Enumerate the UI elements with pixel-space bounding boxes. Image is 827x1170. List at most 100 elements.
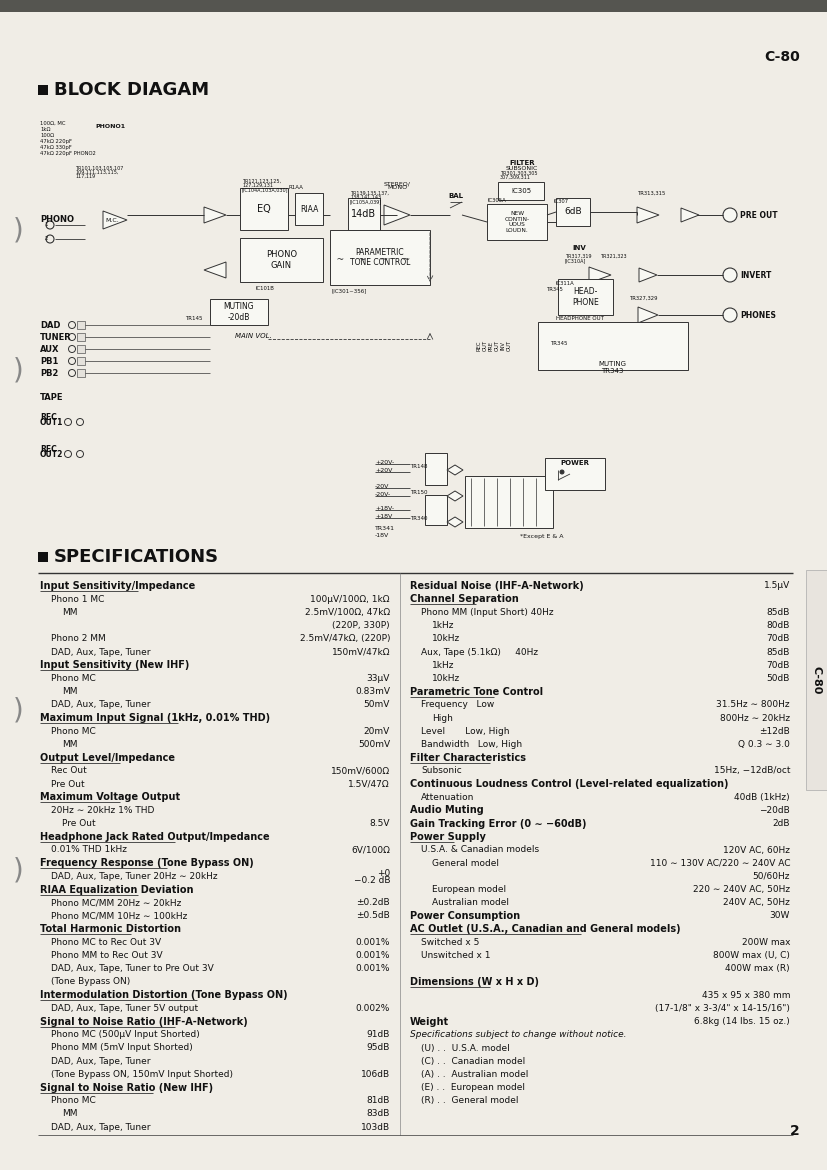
Text: 1kHz: 1kHz bbox=[432, 621, 455, 631]
Text: FILTER: FILTER bbox=[509, 160, 535, 166]
Text: 2: 2 bbox=[791, 1124, 800, 1138]
Text: 117,119: 117,119 bbox=[75, 174, 95, 179]
Text: 2.5mV/100Ω, 47kΩ: 2.5mV/100Ω, 47kΩ bbox=[305, 608, 390, 617]
Text: 1.5V/47Ω: 1.5V/47Ω bbox=[348, 779, 390, 789]
Text: Frequency   Low: Frequency Low bbox=[421, 701, 495, 709]
Text: *Except E & A: *Except E & A bbox=[520, 534, 563, 539]
Text: 2dB: 2dB bbox=[772, 819, 790, 828]
Text: NEW
CONTIN-
UOUS
LOUDN.: NEW CONTIN- UOUS LOUDN. bbox=[504, 211, 529, 233]
Text: Intermodulation Distortion (Tone Bypass ON): Intermodulation Distortion (Tone Bypass … bbox=[40, 990, 288, 1000]
Text: HEADPHONE OUT: HEADPHONE OUT bbox=[556, 316, 604, 321]
Text: (Tone Bypass ON, 150mV Input Shorted): (Tone Bypass ON, 150mV Input Shorted) bbox=[51, 1069, 233, 1079]
Text: (U) . .  U.S.A. model: (U) . . U.S.A. model bbox=[421, 1044, 509, 1053]
Text: Power Consumption: Power Consumption bbox=[410, 911, 520, 921]
Text: 2.5mV/47kΩ, (220P): 2.5mV/47kΩ, (220P) bbox=[299, 634, 390, 644]
Text: European model: European model bbox=[432, 885, 506, 894]
Bar bbox=[487, 204, 547, 240]
Text: 500mV: 500mV bbox=[358, 739, 390, 749]
Text: (R) . .  General model: (R) . . General model bbox=[421, 1096, 519, 1106]
Text: REC
OUT: REC OUT bbox=[476, 340, 487, 351]
Bar bbox=[0, 0, 827, 12]
Text: PHONO
GAIN: PHONO GAIN bbox=[266, 250, 297, 270]
Text: +0: +0 bbox=[377, 869, 390, 878]
Text: IC307: IC307 bbox=[553, 199, 568, 204]
Bar bbox=[77, 333, 85, 340]
Text: REC: REC bbox=[40, 445, 57, 454]
Circle shape bbox=[46, 221, 54, 229]
Text: U.S.A. & Canadian models: U.S.A. & Canadian models bbox=[421, 846, 539, 854]
Text: ~: ~ bbox=[359, 255, 366, 264]
Text: DAD, Aux, Tape, Tuner: DAD, Aux, Tape, Tuner bbox=[51, 647, 151, 656]
Text: 0.01% THD 1kHz: 0.01% THD 1kHz bbox=[51, 846, 127, 854]
Text: Input Sensitivity (New IHF): Input Sensitivity (New IHF) bbox=[40, 660, 189, 670]
Text: [IC105A,039]: [IC105A,039] bbox=[350, 199, 382, 204]
Text: BLOCK DIAGAM: BLOCK DIAGAM bbox=[54, 81, 209, 99]
Polygon shape bbox=[589, 267, 611, 283]
Text: TR321,323: TR321,323 bbox=[600, 254, 627, 259]
Text: OUT1: OUT1 bbox=[40, 418, 64, 427]
Circle shape bbox=[69, 322, 75, 329]
Text: 70dB: 70dB bbox=[767, 634, 790, 644]
Text: TR101,103,105,107: TR101,103,105,107 bbox=[75, 166, 123, 171]
Text: 0.002%: 0.002% bbox=[356, 1004, 390, 1013]
Text: (220P, 330P): (220P, 330P) bbox=[332, 621, 390, 631]
Text: ±0.5dB: ±0.5dB bbox=[356, 911, 390, 921]
Text: 138,141,143: 138,141,143 bbox=[350, 195, 381, 200]
Text: Phono MC (500μV Input Shorted): Phono MC (500μV Input Shorted) bbox=[51, 1031, 200, 1039]
Text: TR150: TR150 bbox=[410, 490, 428, 495]
Text: −0.2 dB: −0.2 dB bbox=[353, 876, 390, 885]
Circle shape bbox=[69, 370, 75, 377]
Polygon shape bbox=[638, 307, 658, 323]
Text: Specifications subject to change without notice.: Specifications subject to change without… bbox=[410, 1031, 627, 1039]
Text: Residual Noise (IHF-A-Network): Residual Noise (IHF-A-Network) bbox=[410, 581, 584, 591]
Polygon shape bbox=[204, 262, 226, 278]
Text: DAD, Aux, Tape, Tuner 20Hz ∼ 20kHz: DAD, Aux, Tape, Tuner 20Hz ∼ 20kHz bbox=[51, 872, 218, 881]
Text: 47kΩ 220pF: 47kΩ 220pF bbox=[40, 139, 72, 144]
Text: TR121,123,125,: TR121,123,125, bbox=[242, 179, 281, 184]
Polygon shape bbox=[447, 491, 463, 501]
Text: PARAMETRIC
TONE CONTROL: PARAMETRIC TONE CONTROL bbox=[350, 248, 410, 267]
Text: 10kHz: 10kHz bbox=[432, 674, 461, 683]
Text: Australian model: Australian model bbox=[432, 899, 509, 907]
Text: Filter Characteristics: Filter Characteristics bbox=[410, 752, 526, 763]
Bar bbox=[38, 552, 48, 562]
Bar bbox=[295, 193, 323, 225]
Text: 100Ω, MC: 100Ω, MC bbox=[40, 121, 65, 126]
Text: (A) . .  Australian model: (A) . . Australian model bbox=[421, 1069, 528, 1079]
Text: 0.001%: 0.001% bbox=[356, 951, 390, 961]
Text: PHONES: PHONES bbox=[740, 310, 776, 319]
Bar bbox=[465, 476, 553, 528]
Text: 30W: 30W bbox=[770, 911, 790, 921]
Text: Phono MC/MM 10Hz ∼ 100kHz: Phono MC/MM 10Hz ∼ 100kHz bbox=[51, 911, 188, 921]
Text: MONO: MONO bbox=[387, 185, 407, 190]
Text: MM: MM bbox=[62, 739, 78, 749]
Text: +20V-: +20V- bbox=[375, 460, 394, 464]
Text: Power Supply: Power Supply bbox=[410, 832, 486, 841]
Text: 109,111,113,115,: 109,111,113,115, bbox=[75, 170, 118, 175]
Text: Bandwidth   Low, High: Bandwidth Low, High bbox=[421, 739, 522, 749]
Text: Output Level/Impedance: Output Level/Impedance bbox=[40, 752, 175, 763]
Text: 1: 1 bbox=[45, 222, 48, 227]
Text: 50dB: 50dB bbox=[767, 674, 790, 683]
Text: [IC310A]: [IC310A] bbox=[565, 259, 586, 263]
Text: [IC301~356]: [IC301~356] bbox=[332, 288, 367, 292]
Text: DAD, Aux, Tape, Tuner to Pre Out 3V: DAD, Aux, Tape, Tuner to Pre Out 3V bbox=[51, 964, 213, 973]
Text: Level       Low, High: Level Low, High bbox=[421, 727, 509, 736]
Text: ~: ~ bbox=[403, 255, 409, 264]
Text: 47kΩ 220pF PHONO2: 47kΩ 220pF PHONO2 bbox=[40, 151, 96, 156]
Bar bbox=[538, 322, 688, 370]
Text: Q 0.3 ∼ 3.0: Q 0.3 ∼ 3.0 bbox=[739, 739, 790, 749]
Text: 85dB: 85dB bbox=[767, 608, 790, 617]
Text: Total Harmonic Distortion: Total Harmonic Distortion bbox=[40, 924, 181, 934]
Text: 91dB: 91dB bbox=[366, 1031, 390, 1039]
Text: INV: INV bbox=[572, 245, 586, 252]
Bar bbox=[77, 345, 85, 353]
Text: 85dB: 85dB bbox=[767, 647, 790, 656]
Text: 150mV/47kΩ: 150mV/47kΩ bbox=[332, 647, 390, 656]
Text: ~: ~ bbox=[337, 255, 343, 264]
Text: 2: 2 bbox=[45, 236, 48, 241]
Text: Maximum Input Signal (1kHz, 0.01% THD): Maximum Input Signal (1kHz, 0.01% THD) bbox=[40, 713, 270, 723]
Text: +18V: +18V bbox=[375, 514, 392, 519]
Bar bbox=[498, 183, 544, 200]
Text: TAPE: TAPE bbox=[40, 393, 64, 402]
